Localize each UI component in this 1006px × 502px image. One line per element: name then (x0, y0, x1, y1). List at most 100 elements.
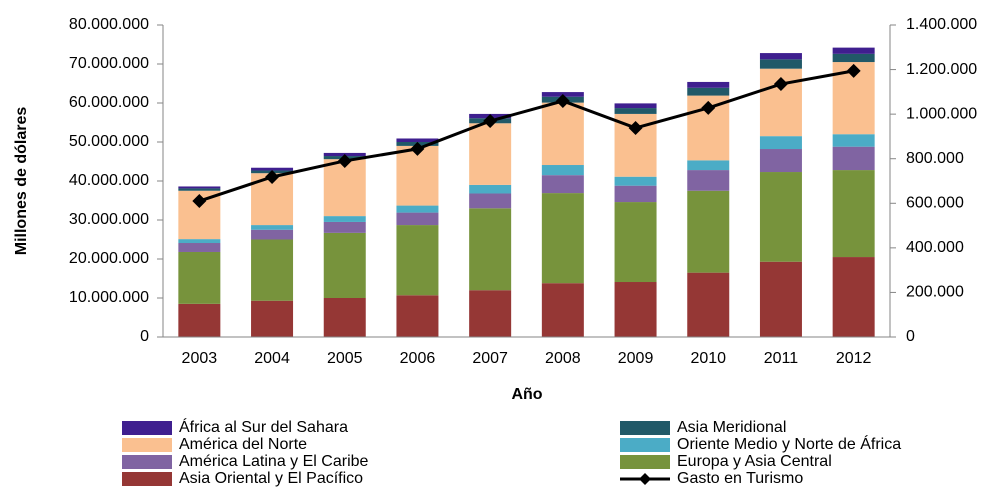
bar-segment (687, 190, 730, 273)
x-tick-label: 2009 (618, 350, 654, 367)
y2-tick-label: 1.400.000 (906, 16, 977, 33)
bar-segment (469, 184, 512, 194)
y-tick-label: 80.000.000 (69, 16, 149, 33)
legend-swatch (620, 455, 670, 469)
y2-tick-label: 0 (906, 328, 915, 345)
y2-tick-label: 400.000 (906, 239, 964, 256)
legend-swatch (122, 455, 172, 469)
y2-tick-label: 600.000 (906, 195, 964, 212)
legend-label: Asia Oriental y El Pacífico (179, 470, 363, 487)
bar-segment (178, 186, 221, 189)
bar-segment (178, 243, 221, 252)
bar-segment (614, 176, 657, 186)
bar-segment (687, 272, 730, 337)
bar-segment (541, 165, 584, 176)
bar-segment (323, 221, 366, 233)
bar-segment (469, 193, 512, 209)
bar-segment (759, 53, 802, 60)
y-axis-title: Millones de dólares (13, 107, 30, 256)
line-marker (628, 120, 643, 135)
x-tick-label: 2004 (254, 350, 290, 367)
x-tick-label: 2008 (545, 350, 581, 367)
line-marker (846, 63, 861, 78)
y-tick-label: 60.000.000 (69, 94, 149, 111)
line-marker (265, 169, 280, 184)
bar-segment (832, 47, 875, 54)
bar-segment (541, 283, 584, 337)
bar-segment (469, 123, 512, 185)
bar-segment (614, 185, 657, 203)
y-tick-label: 20.000.000 (69, 250, 149, 267)
bar-segment (178, 239, 221, 244)
bar-segment (614, 103, 657, 109)
bar-segment (614, 202, 657, 283)
legend-label: América del Norte (179, 436, 307, 453)
x-tick-label: 2012 (836, 350, 872, 367)
legend-swatch (122, 472, 172, 486)
bar-segment (251, 239, 294, 301)
y-tick-label: 40.000.000 (69, 172, 149, 189)
bar-segment (178, 303, 221, 337)
y2-tick-label: 1.000.000 (906, 105, 977, 122)
x-tick-label: 2003 (182, 350, 218, 367)
line-marker (410, 141, 425, 156)
bar-segment (469, 290, 512, 337)
x-tick-label: 2007 (472, 350, 508, 367)
x-tick-label: 2011 (764, 350, 799, 367)
bar-segment (396, 138, 439, 142)
bar-segment (759, 136, 802, 150)
bar-segment (687, 81, 730, 88)
legend-marker (639, 473, 651, 485)
bar-segment (832, 53, 875, 63)
bar-segment (469, 208, 512, 291)
line-marker (192, 194, 207, 209)
line (198, 69, 854, 203)
bar-segment (614, 282, 657, 337)
y-tick-label: 30.000.000 (69, 211, 149, 228)
bar-segment (251, 229, 294, 240)
line-marker (337, 153, 352, 168)
legend-label: América Latina y El Caribe (179, 453, 369, 470)
bar-segment (178, 251, 221, 304)
legend-swatch (620, 421, 670, 435)
y-tick-label: 10.000.000 (69, 289, 149, 306)
bar-segment (759, 149, 802, 173)
bar-segment (687, 170, 730, 191)
bar-segment (687, 87, 730, 96)
bar-segment (541, 102, 584, 166)
line-marker (555, 93, 570, 108)
line-marker (773, 77, 788, 92)
bar-segment (178, 188, 221, 191)
x-tick-label: 2006 (400, 350, 436, 367)
bar-segment (396, 295, 439, 337)
legend-label: Gasto en Turismo (677, 470, 803, 487)
line-marker (483, 114, 498, 129)
x-tick-label: 2010 (690, 350, 726, 367)
bar-segment (614, 108, 657, 114)
y-tick-label: 70.000.000 (69, 55, 149, 72)
bar-segment (323, 232, 366, 298)
bar-segment (541, 193, 584, 284)
bar-segment (396, 205, 439, 213)
legend-swatch (620, 438, 670, 452)
bar-segment (541, 175, 584, 194)
bar-segment (251, 225, 294, 230)
bar-segment (323, 216, 366, 222)
y2-tick-label: 200.000 (906, 284, 964, 301)
bar-segment (759, 172, 802, 262)
bar-segment (687, 160, 730, 171)
line-marker (701, 100, 716, 115)
bar-segment (832, 170, 875, 258)
y-tick-label: 0 (140, 328, 149, 345)
x-tick-label: 2005 (327, 350, 363, 367)
bar-segment (251, 167, 294, 171)
bar-segment (396, 212, 439, 226)
legend-label: Asia Meridional (677, 419, 786, 436)
bar-segment (759, 59, 802, 69)
legend-swatch (122, 438, 172, 452)
bar-segment (832, 134, 875, 147)
legend-label: Europa y Asia Central (677, 453, 832, 470)
bar-segment (832, 257, 875, 337)
y-tick-label: 50.000.000 (69, 133, 149, 150)
